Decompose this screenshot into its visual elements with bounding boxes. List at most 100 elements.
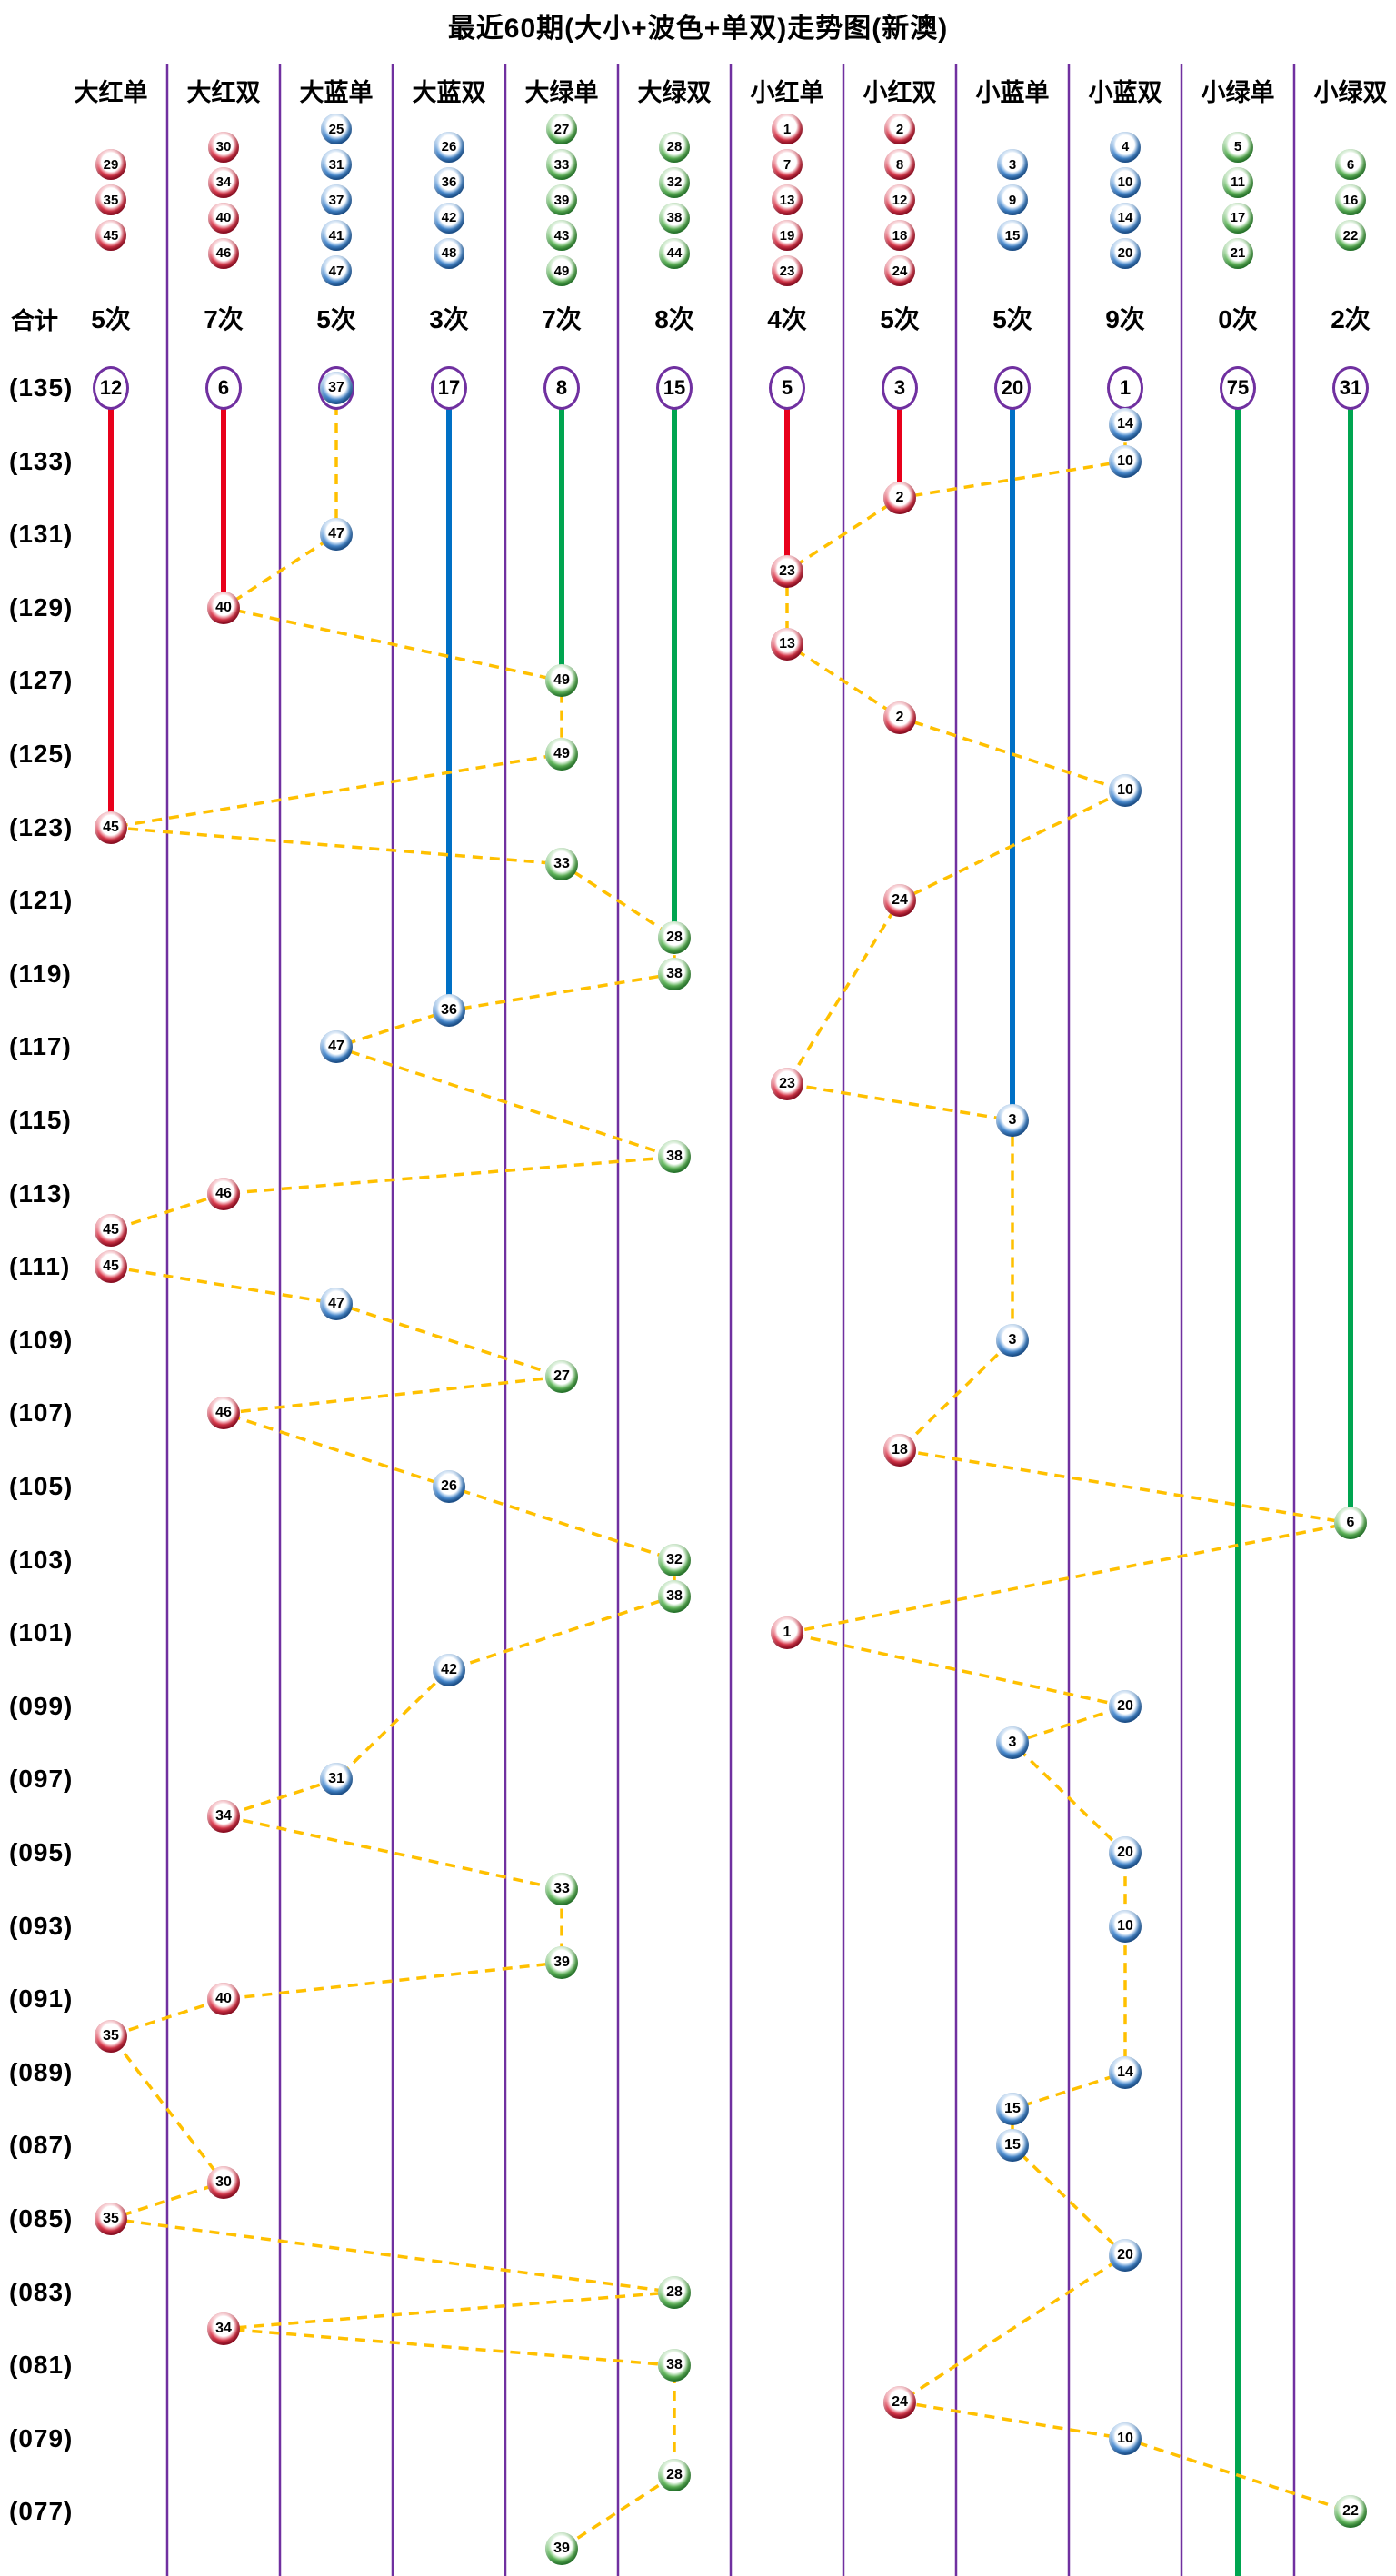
hit-ball: 31	[320, 1763, 353, 1796]
hit-ball: 23	[771, 1067, 803, 1100]
hit-ball: 42	[433, 1653, 465, 1686]
member-ball: 42	[434, 202, 464, 234]
column-header-大红双: 大红双	[186, 79, 261, 106]
hit-ball: 20	[1109, 1689, 1142, 1723]
member-ball: 22	[1335, 220, 1366, 251]
row-label: (115)	[9, 1106, 72, 1134]
miss-circle-小蓝双: 1	[1107, 366, 1143, 410]
member-ball: 34	[208, 166, 239, 198]
row-label: (099)	[9, 1691, 74, 1720]
miss-circle-小绿单: 75	[1220, 366, 1256, 410]
hit-ball: 39	[545, 1945, 578, 1979]
hit-ball: 47	[320, 1287, 353, 1320]
hit-ball: 10	[1109, 1909, 1142, 1943]
member-ball: 20	[1110, 237, 1141, 269]
member-ball: 39	[546, 184, 577, 215]
member-ball: 25	[321, 114, 352, 144]
row-label: (079)	[9, 2423, 74, 2452]
hit-ball: 18	[883, 1433, 916, 1467]
member-ball: 31	[321, 149, 352, 180]
member-ball: 2	[884, 114, 915, 144]
page-title: 最近60期(大小+波色+单双)走势图(新澳)	[447, 14, 949, 44]
row-label: (081)	[9, 2351, 74, 2380]
hit-ball: 28	[658, 2459, 691, 2492]
hit-ball: 38	[658, 1579, 691, 1613]
row-label: (077)	[9, 2497, 74, 2526]
hit-ball: 45	[95, 811, 127, 844]
hit-ball: 10	[1109, 2422, 1142, 2455]
member-ball: 3	[997, 149, 1028, 180]
hit-ball: 38	[658, 2349, 691, 2382]
member-ball: 18	[884, 220, 915, 251]
miss-circle-大绿单: 8	[543, 366, 580, 410]
hit-ball: 34	[207, 2312, 240, 2345]
total-count-小红单: 4次	[767, 305, 807, 333]
member-ball: 6	[1335, 149, 1366, 180]
member-ball: 33	[546, 149, 577, 180]
column-header-大蓝单: 大蓝单	[299, 79, 374, 106]
hit-ball: 37	[320, 372, 353, 404]
member-ball: 45	[95, 220, 126, 251]
total-count-小绿单: 0次	[1218, 305, 1258, 333]
member-ball: 38	[659, 202, 690, 234]
hit-ball: 45	[95, 1213, 127, 1247]
miss-circle-小绿双: 31	[1332, 366, 1369, 410]
member-ball: 11	[1222, 166, 1253, 198]
member-ball: 43	[546, 220, 577, 251]
member-ball: 21	[1222, 237, 1253, 269]
member-ball: 17	[1222, 202, 1253, 234]
row-label: (097)	[9, 1765, 74, 1794]
total-count-小蓝单: 5次	[992, 305, 1032, 333]
member-ball: 36	[434, 166, 464, 198]
hit-ball: 22	[1334, 2495, 1367, 2529]
hit-ball: 49	[545, 664, 578, 698]
hit-ball: 20	[1109, 1836, 1142, 1869]
row-label: (125)	[9, 740, 74, 768]
row-label: (093)	[9, 1911, 74, 1940]
total-count-大蓝单: 5次	[316, 305, 356, 333]
total-count-大红双: 7次	[204, 305, 244, 333]
row-label: (103)	[9, 1545, 74, 1574]
hit-ball: 40	[207, 1983, 240, 2016]
hit-ball: 28	[658, 920, 691, 954]
row-label: (133)	[9, 446, 74, 475]
hit-ball: 3	[996, 1323, 1029, 1357]
member-ball: 28	[659, 131, 690, 163]
hit-ball: 1	[771, 1616, 803, 1650]
hit-ball: 30	[207, 2165, 240, 2199]
row-label: (135)	[9, 373, 74, 402]
member-ball: 16	[1335, 184, 1366, 215]
hit-ball: 10	[1109, 444, 1142, 478]
hit-ball: 36	[433, 994, 465, 1028]
member-ball: 49	[546, 255, 577, 286]
member-ball: 47	[321, 255, 352, 286]
hit-ball: 3	[996, 1104, 1029, 1137]
hit-ball: 13	[771, 628, 803, 661]
column-header-小红单: 小红单	[750, 79, 824, 106]
member-ball: 32	[659, 166, 690, 198]
row-label: (127)	[9, 666, 74, 695]
column-header-小绿单: 小绿单	[1201, 79, 1275, 106]
total-count-大红单: 5次	[91, 305, 131, 333]
hit-ball: 40	[207, 591, 240, 624]
row-label: (085)	[9, 2204, 74, 2233]
column-header-大蓝双: 大蓝双	[412, 79, 486, 106]
hit-ball: 20	[1109, 2239, 1142, 2273]
hit-ball: 27	[545, 1360, 578, 1394]
hit-ball: 33	[545, 1873, 578, 1906]
hit-ball: 46	[207, 1177, 240, 1210]
miss-circle-小红单: 5	[769, 366, 805, 410]
hit-ball: 3	[996, 1726, 1029, 1760]
hit-ball: 47	[320, 1030, 353, 1064]
member-ball: 5	[1222, 131, 1253, 163]
total-count-大绿单: 7次	[542, 305, 582, 333]
hit-ball: 35	[95, 2203, 127, 2235]
hit-ball: 15	[996, 2093, 1029, 2126]
row-label: (105)	[9, 1472, 74, 1500]
member-ball: 1	[772, 114, 803, 144]
member-ball: 7	[772, 149, 803, 180]
row-label: (123)	[9, 812, 74, 841]
hit-ball: 32	[658, 1543, 691, 1576]
member-ball: 23	[772, 255, 803, 286]
